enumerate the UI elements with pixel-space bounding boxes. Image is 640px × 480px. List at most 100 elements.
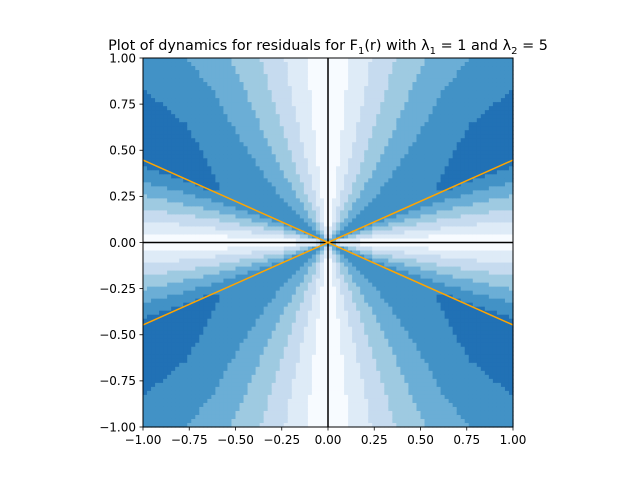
- heatmap-cell: [207, 238, 212, 244]
- heatmap-cell: [287, 374, 293, 380]
- heatmap-cell: [147, 254, 152, 260]
- heatmap-cell: [195, 74, 200, 79]
- heatmap-cell: [231, 338, 237, 344]
- heatmap-cell: [271, 270, 277, 276]
- heatmap-cell: [227, 302, 233, 308]
- heatmap-cell: [251, 122, 257, 127]
- heatmap-cell: [219, 158, 225, 163]
- heatmap-cell: [207, 62, 212, 67]
- heatmap-cell: [348, 238, 353, 244]
- heatmap-cell: [323, 186, 329, 191]
- heatmap-cell: [175, 134, 180, 139]
- heatmap-cell: [219, 422, 225, 428]
- heatmap-cell: [147, 82, 152, 87]
- heatmap-cell: [328, 146, 333, 151]
- heatmap-cell: [183, 270, 188, 276]
- heatmap-cell: [323, 78, 329, 83]
- heatmap-cell: [143, 226, 148, 232]
- heatmap-cell: [311, 114, 317, 119]
- heatmap-cell: [307, 366, 313, 372]
- heatmap-cell: [243, 294, 249, 300]
- heatmap-cell: [179, 202, 184, 207]
- heatmap-cell: [155, 342, 160, 348]
- heatmap-cell: [348, 114, 353, 119]
- heatmap-cell: [332, 254, 337, 260]
- heatmap-cell: [199, 102, 204, 107]
- heatmap-cell: [167, 350, 172, 356]
- heatmap-cell: [167, 382, 172, 388]
- heatmap-cell: [356, 70, 361, 75]
- heatmap-cell: [215, 298, 221, 304]
- heatmap-cell: [352, 358, 357, 364]
- heatmap-cell: [287, 86, 293, 91]
- heatmap-cell: [319, 298, 325, 304]
- heatmap-cell: [151, 322, 156, 328]
- heatmap-cell: [287, 246, 293, 252]
- heatmap-cell: [255, 386, 261, 392]
- heatmap-cell: [328, 338, 333, 344]
- heatmap-cell: [315, 138, 321, 143]
- heatmap-cell: [155, 202, 160, 207]
- heatmap-cell: [215, 254, 221, 260]
- heatmap-cell: [279, 394, 285, 400]
- heatmap-cell: [199, 374, 204, 380]
- heatmap-cell: [227, 166, 233, 171]
- heatmap-cell: [328, 342, 333, 348]
- heatmap-cell: [147, 286, 152, 292]
- heatmap-cell: [263, 138, 269, 143]
- heatmap-cell: [295, 250, 301, 256]
- heatmap-cell: [251, 186, 257, 191]
- heatmap-cell: [243, 330, 249, 336]
- heatmap-cell: [319, 326, 325, 332]
- heatmap-cell: [259, 390, 265, 396]
- heatmap-cell: [287, 410, 293, 416]
- heatmap-cell: [323, 154, 329, 159]
- heatmap-cell: [263, 386, 269, 392]
- heatmap-cell: [311, 90, 317, 95]
- heatmap-cell: [143, 94, 148, 99]
- heatmap-cell: [203, 358, 208, 364]
- heatmap-cell: [167, 386, 172, 392]
- heatmap-cell: [319, 342, 325, 348]
- heatmap-cell: [323, 274, 329, 280]
- heatmap-cell: [179, 246, 184, 252]
- heatmap-cell: [323, 398, 329, 404]
- heatmap-cell: [215, 170, 221, 175]
- heatmap-cell: [271, 78, 277, 83]
- heatmap-cell: [167, 306, 172, 312]
- heatmap-cell: [175, 150, 180, 155]
- heatmap-cell: [291, 146, 297, 151]
- heatmap-cell: [207, 218, 212, 224]
- heatmap-cell: [295, 246, 301, 252]
- heatmap-cell: [147, 110, 152, 115]
- heatmap-cell: [235, 174, 241, 179]
- heatmap-cell: [307, 186, 313, 191]
- heatmap-cell: [183, 174, 188, 179]
- heatmap-cell: [231, 82, 237, 87]
- heatmap-cell: [336, 306, 341, 312]
- heatmap-cell: [215, 226, 221, 232]
- heatmap-cell: [187, 214, 192, 220]
- heatmap-cell: [231, 318, 237, 324]
- heatmap-cell: [227, 138, 233, 143]
- heatmap-cell: [207, 314, 212, 320]
- heatmap-cell: [319, 138, 325, 143]
- heatmap-cell: [299, 230, 305, 236]
- heatmap-cell: [336, 118, 341, 123]
- heatmap-cell: [332, 214, 337, 220]
- heatmap-cell: [175, 162, 180, 167]
- heatmap-cell: [223, 138, 229, 143]
- heatmap-cell: [211, 254, 216, 260]
- heatmap-cell: [179, 286, 184, 292]
- heatmap-cell: [344, 358, 349, 364]
- heatmap-cell: [219, 314, 225, 320]
- heatmap-cell: [231, 294, 237, 300]
- heatmap-cell: [191, 282, 196, 288]
- heatmap-cell: [247, 238, 253, 244]
- heatmap-cell: [336, 342, 341, 348]
- heatmap-cell: [295, 222, 301, 228]
- heatmap-cell: [243, 322, 249, 328]
- heatmap-cell: [348, 366, 353, 372]
- heatmap-cell: [211, 382, 216, 388]
- heatmap-cell: [263, 246, 269, 252]
